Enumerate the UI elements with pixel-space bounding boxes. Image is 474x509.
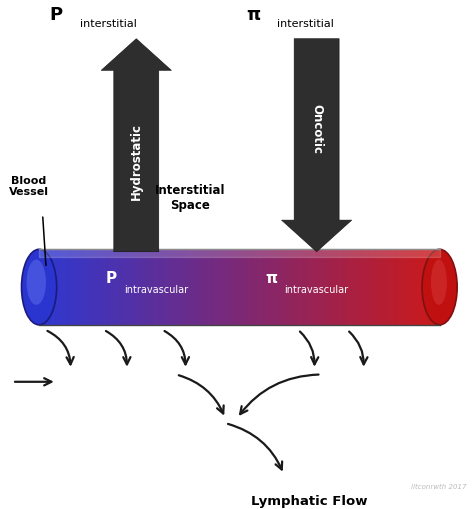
Text: Interstitial
Space: Interstitial Space	[155, 184, 226, 212]
Text: intravascular: intravascular	[125, 285, 189, 295]
Text: Lymphatic Flow: Lymphatic Flow	[251, 495, 368, 507]
Text: intravascular: intravascular	[284, 285, 348, 295]
Text: Hydrostatic: Hydrostatic	[130, 123, 143, 200]
Text: Oncotic: Oncotic	[310, 104, 323, 154]
Ellipse shape	[431, 260, 447, 305]
Polygon shape	[282, 39, 352, 252]
Text: Blood
Vessel: Blood Vessel	[9, 176, 48, 197]
Text: lltconrwth 2017: lltconrwth 2017	[411, 484, 466, 490]
Polygon shape	[101, 39, 172, 252]
Text: π: π	[265, 271, 277, 286]
Text: interstitial: interstitial	[277, 19, 334, 29]
Text: P: P	[106, 271, 117, 286]
Ellipse shape	[27, 260, 46, 305]
Text: interstitial: interstitial	[80, 19, 137, 29]
Text: P: P	[50, 6, 63, 24]
Ellipse shape	[21, 249, 57, 325]
Ellipse shape	[422, 249, 457, 325]
Text: π: π	[246, 6, 261, 24]
